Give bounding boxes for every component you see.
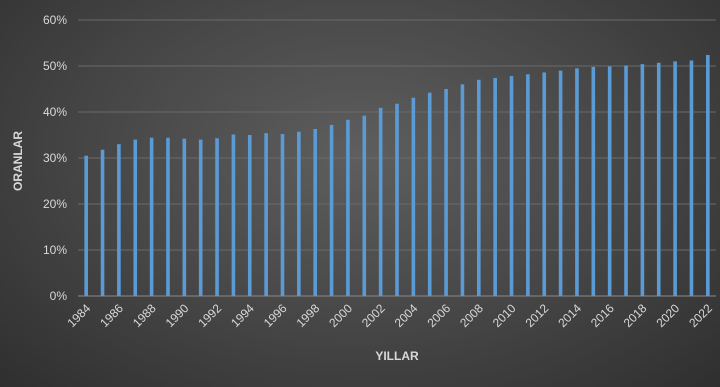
x-tick-label: 2014	[555, 301, 584, 330]
y-tick-label: 10%	[43, 243, 67, 257]
x-tick-label: 2018	[621, 301, 650, 330]
y-tick-label: 20%	[43, 197, 67, 211]
x-tick-label: 2002	[359, 301, 388, 330]
bar	[673, 61, 677, 297]
bar	[117, 144, 121, 296]
x-tick-label: 2020	[653, 301, 682, 330]
bar	[166, 137, 170, 296]
bar	[247, 135, 252, 296]
y-tick-label: 0%	[50, 289, 68, 303]
bar	[558, 70, 563, 296]
bar	[297, 131, 301, 296]
bar	[346, 119, 350, 296]
y-tick-label: 50%	[43, 59, 67, 73]
bars	[84, 54, 710, 297]
bar	[215, 138, 219, 296]
x-tick-label: 2004	[392, 301, 421, 330]
y-tick-label: 30%	[43, 151, 67, 165]
bar	[607, 66, 612, 297]
x-tick-label: 1992	[195, 301, 224, 330]
bar	[689, 60, 694, 297]
x-tick-label: 2016	[588, 301, 617, 330]
bar	[591, 66, 596, 296]
x-tick-label: 1994	[228, 301, 257, 330]
x-tick-label: 2008	[457, 301, 486, 330]
x-tick-label: 1986	[97, 301, 126, 330]
bar	[198, 139, 203, 296]
bar	[100, 149, 105, 296]
bar	[280, 134, 285, 296]
bar	[231, 134, 236, 296]
bar	[509, 76, 514, 297]
x-tick-label: 1996	[261, 301, 290, 330]
bar	[149, 137, 154, 296]
bar	[329, 124, 334, 296]
bar	[575, 68, 579, 296]
bar	[264, 133, 268, 296]
bar	[476, 79, 481, 296]
bar	[656, 62, 661, 296]
bar	[542, 72, 547, 296]
bar	[378, 107, 383, 296]
y-tick-label: 60%	[43, 13, 67, 27]
bar	[313, 129, 318, 296]
x-tick-label: 1988	[130, 301, 159, 330]
y-tick-label: 40%	[43, 105, 67, 119]
x-tick-label: 1998	[294, 301, 323, 330]
bar	[444, 89, 448, 296]
bar	[182, 138, 187, 296]
bar	[526, 74, 530, 296]
bar	[706, 54, 710, 297]
bar	[624, 65, 628, 296]
bar	[395, 103, 399, 296]
x-axis-title: YILLAR	[375, 349, 419, 363]
x-tick-label: 2000	[326, 301, 355, 330]
x-tick-label: 2012	[523, 301, 552, 330]
x-axis-ticks: 1984 1986 1988 1990 1992 1994 1996 1998 2000 2002…	[65, 301, 716, 330]
x-tick-label: 2006	[424, 301, 453, 330]
y-axis-title: ORANLAR	[11, 131, 25, 191]
bar	[411, 97, 416, 297]
bar	[493, 77, 497, 297]
x-tick-label: 2022	[686, 301, 715, 330]
bar	[133, 139, 138, 296]
x-tick-label: 2010	[490, 301, 519, 330]
bar	[427, 92, 432, 297]
bar	[460, 84, 465, 297]
x-tick-label: 1990	[163, 301, 192, 330]
bar	[84, 155, 88, 296]
bar	[640, 64, 645, 296]
x-tick-label: 1984	[65, 301, 94, 330]
y-axis-ticks: 0% 10% 20% 30% 40% 50% 60%	[43, 13, 67, 303]
bar	[362, 115, 367, 297]
